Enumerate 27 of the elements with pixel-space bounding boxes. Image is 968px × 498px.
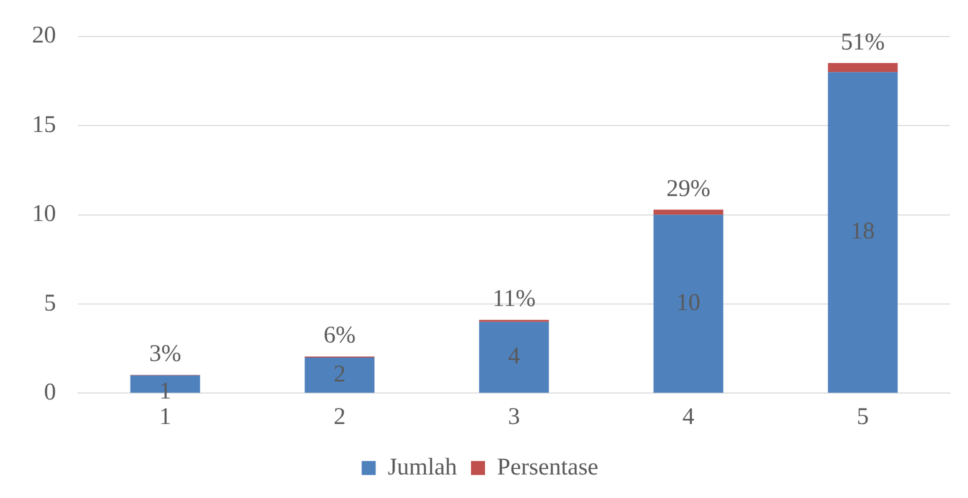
y-tick-label: 15 bbox=[32, 112, 56, 138]
bar bbox=[828, 62, 898, 72]
data-label: 6% bbox=[324, 322, 356, 349]
bar bbox=[304, 358, 374, 393]
data-label: 2 bbox=[334, 361, 346, 388]
data-label: 4 bbox=[508, 344, 520, 370]
legend-label: Jumlah bbox=[388, 454, 458, 480]
bar bbox=[479, 322, 549, 393]
x-tick-label: 3 bbox=[508, 404, 520, 430]
data-label: 29% bbox=[666, 176, 710, 202]
x-tick-label: 1 bbox=[159, 404, 172, 430]
data-label: 10 bbox=[676, 290, 700, 316]
x-tick-label: 2 bbox=[334, 404, 346, 430]
data-label: 51% bbox=[840, 29, 885, 56]
data-label: 18 bbox=[850, 218, 875, 245]
data-label: 11% bbox=[492, 286, 536, 312]
bar bbox=[654, 210, 724, 215]
bar bbox=[654, 214, 724, 393]
data-label: 3% bbox=[149, 341, 182, 368]
y-tick-label: 0 bbox=[44, 379, 56, 406]
y-tick-label: 5 bbox=[44, 290, 56, 316]
x-tick-label: 4 bbox=[682, 404, 694, 430]
y-tick-label: 10 bbox=[32, 201, 56, 228]
x-tick-label: 5 bbox=[856, 404, 869, 430]
y-tick-label: 20 bbox=[32, 22, 56, 49]
legend-label: Persentase bbox=[497, 454, 598, 480]
bar bbox=[828, 72, 898, 393]
